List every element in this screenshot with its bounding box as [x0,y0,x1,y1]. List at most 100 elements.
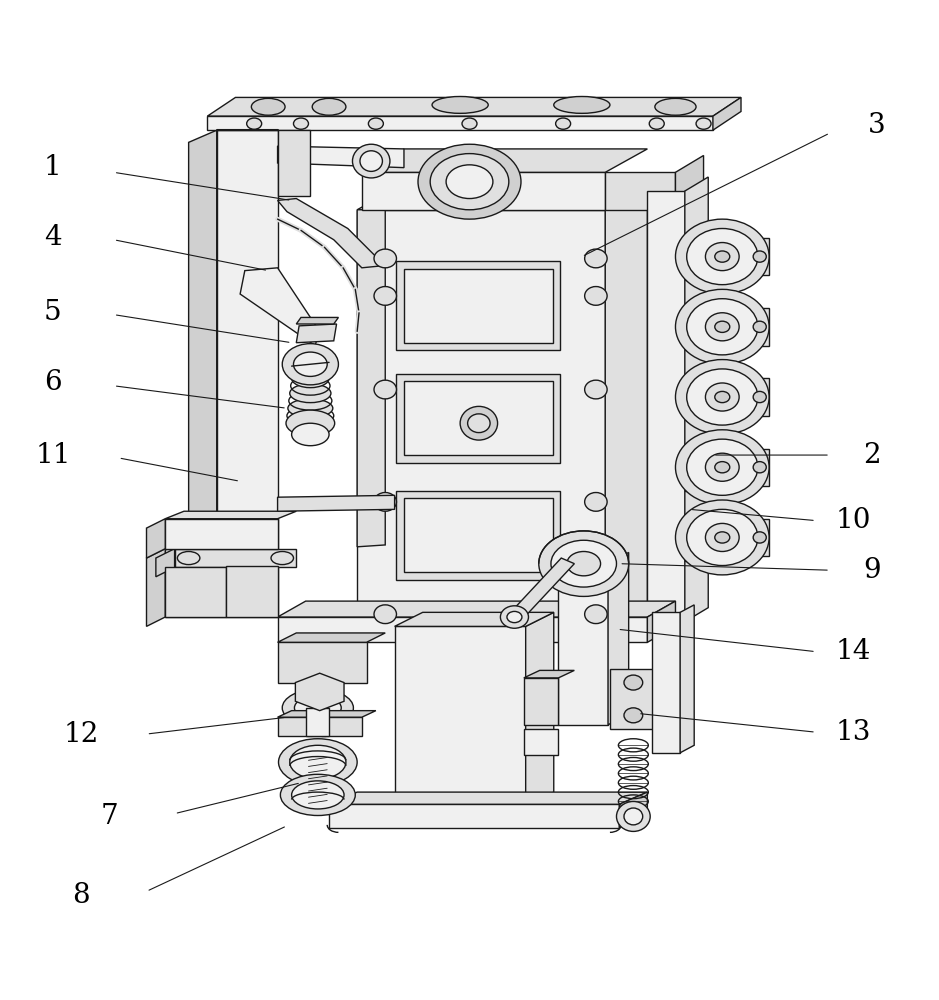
Bar [396,491,561,580]
Ellipse shape [292,369,329,388]
Text: 7: 7 [100,803,118,830]
Polygon shape [208,116,713,130]
Polygon shape [189,130,217,577]
Polygon shape [394,626,526,804]
Polygon shape [240,268,319,346]
Polygon shape [297,317,338,324]
Polygon shape [559,566,608,725]
Ellipse shape [675,219,769,294]
Ellipse shape [292,423,329,446]
Ellipse shape [279,739,357,786]
Ellipse shape [705,243,739,271]
Polygon shape [156,549,175,577]
Ellipse shape [753,321,766,332]
Ellipse shape [374,605,396,624]
Ellipse shape [556,118,571,129]
Polygon shape [750,308,769,346]
Text: 10: 10 [836,507,871,534]
Ellipse shape [374,249,396,268]
Ellipse shape [675,289,769,364]
Bar [396,374,561,463]
Polygon shape [685,233,711,280]
Ellipse shape [696,118,711,129]
Ellipse shape [446,165,493,199]
Ellipse shape [294,352,327,376]
Ellipse shape [295,696,341,720]
Ellipse shape [177,551,200,565]
Ellipse shape [283,689,353,727]
Text: 2: 2 [863,442,881,469]
Ellipse shape [374,287,396,305]
Polygon shape [608,552,628,725]
Polygon shape [278,130,311,196]
Polygon shape [146,549,165,626]
Polygon shape [675,155,703,210]
Ellipse shape [374,380,396,399]
Bar [404,269,553,343]
Bar [306,708,329,736]
Polygon shape [278,617,647,642]
Polygon shape [165,511,297,519]
Text: 11: 11 [35,442,70,469]
Polygon shape [606,172,675,210]
Polygon shape [647,601,675,642]
Polygon shape [329,792,647,804]
Ellipse shape [705,313,739,341]
Polygon shape [357,186,647,210]
Ellipse shape [374,493,396,511]
Polygon shape [278,601,675,617]
Polygon shape [524,678,559,725]
Ellipse shape [715,532,730,543]
Ellipse shape [686,228,758,285]
Ellipse shape [585,380,608,399]
Polygon shape [647,191,685,622]
Ellipse shape [430,154,509,210]
Polygon shape [509,558,575,620]
Polygon shape [620,792,647,828]
Ellipse shape [271,551,294,565]
Bar [404,498,553,572]
Text: 5: 5 [44,299,62,326]
Text: 13: 13 [836,719,871,746]
Ellipse shape [753,391,766,403]
Polygon shape [278,633,385,642]
Ellipse shape [753,462,766,473]
Ellipse shape [468,414,490,433]
Polygon shape [278,146,404,168]
Text: 3: 3 [868,112,885,139]
Bar [396,261,561,350]
Polygon shape [217,130,278,566]
Polygon shape [208,97,741,116]
Ellipse shape [507,611,522,623]
Ellipse shape [705,383,739,411]
Polygon shape [524,670,575,678]
Polygon shape [685,303,711,350]
Polygon shape [750,449,769,486]
Polygon shape [685,514,711,561]
Ellipse shape [290,384,331,403]
Ellipse shape [624,675,642,690]
Ellipse shape [617,801,650,831]
Polygon shape [685,374,711,420]
Bar [311,759,325,804]
Ellipse shape [290,745,346,779]
Ellipse shape [675,360,769,434]
Ellipse shape [654,98,696,115]
Polygon shape [278,495,394,511]
Polygon shape [713,97,741,130]
Ellipse shape [500,606,529,628]
Ellipse shape [585,287,608,305]
Ellipse shape [460,406,498,440]
Ellipse shape [312,98,346,115]
Polygon shape [362,172,606,210]
Polygon shape [524,729,559,755]
Text: 9: 9 [863,557,881,584]
Ellipse shape [294,118,309,129]
Polygon shape [278,642,366,683]
Text: 14: 14 [836,638,871,665]
Polygon shape [278,711,376,717]
Ellipse shape [462,118,477,129]
Ellipse shape [705,523,739,551]
Ellipse shape [418,144,521,219]
Polygon shape [357,210,606,626]
